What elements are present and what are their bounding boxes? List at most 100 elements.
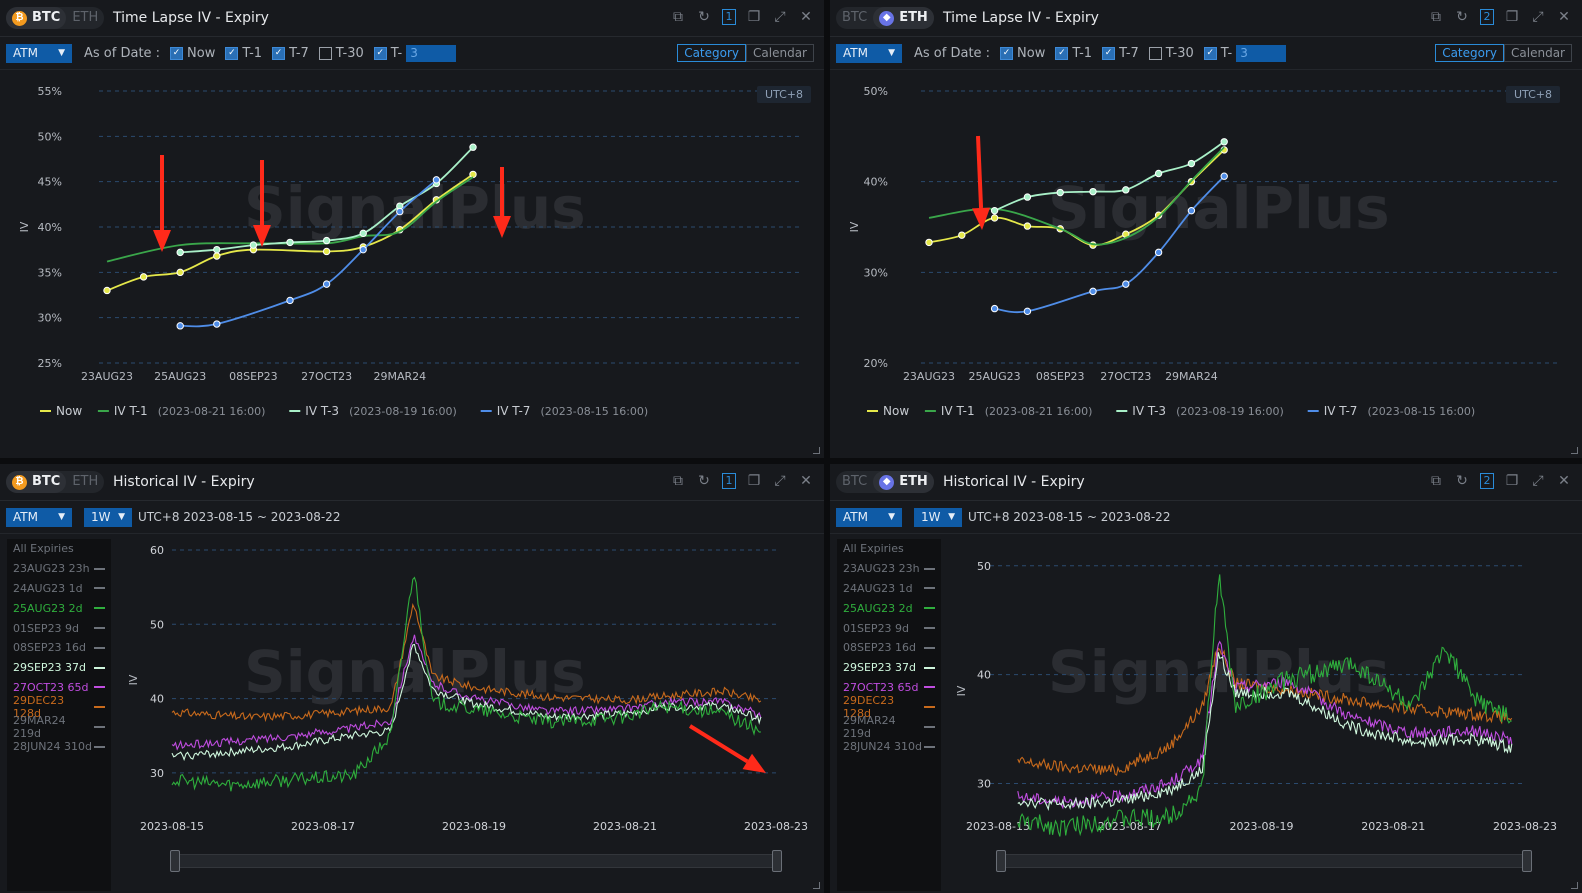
calendar-mode-button[interactable]: Calendar — [1504, 44, 1572, 62]
coin-toggle[interactable]: BTC ◆ ETH — [836, 471, 934, 493]
atm-select[interactable]: ATM ▼ — [6, 507, 72, 527]
expiry-item[interactable]: 08SEP23 16d — [7, 638, 111, 658]
resize-handle[interactable] — [813, 447, 820, 454]
close-icon[interactable]: ✕ — [1558, 9, 1570, 25]
check-t30[interactable]: T-30 — [318, 46, 364, 61]
x-tick-label: 23AUG23 — [903, 370, 955, 383]
expiry-item[interactable]: 25AUG23 2d — [837, 598, 941, 618]
slider-handle-right[interactable] — [772, 850, 782, 872]
check-t-custom[interactable]: ✓ T- 3 — [1203, 44, 1287, 62]
expiry-item[interactable]: 24AUG23 1d — [7, 579, 111, 599]
resize-handle[interactable] — [1571, 447, 1578, 454]
expiry-item[interactable]: 28JUN24 310d — [837, 737, 941, 757]
coin-toggle[interactable]: ₿ BTC ETH — [6, 7, 105, 29]
expiry-item[interactable]: 27OCT23 65d — [7, 678, 111, 698]
expiry-item[interactable]: 24AUG23 1d — [837, 579, 941, 599]
coin-toggle[interactable]: ₿ BTC ETH — [6, 471, 105, 493]
external-link-icon[interactable]: ⧉ — [1431, 473, 1441, 489]
coin-btc-tab[interactable]: ₿ BTC — [6, 471, 67, 493]
expiry-item[interactable]: All Expiries — [837, 539, 941, 559]
slider-handle-left[interactable] — [170, 850, 180, 872]
expiry-item[interactable]: 27OCT23 65d — [837, 678, 941, 698]
custom-t-input[interactable]: 3 — [406, 44, 457, 62]
coin-eth-tab[interactable]: ◆ ETH — [873, 7, 934, 29]
close-icon[interactable]: ✕ — [800, 473, 812, 489]
coin-eth-tab[interactable]: ETH — [72, 474, 99, 489]
slider-handle-left[interactable] — [996, 850, 1006, 872]
expand-icon[interactable]: ⤢ — [1532, 473, 1544, 489]
refresh-icon[interactable]: ↻ — [1456, 9, 1468, 25]
check-t-custom[interactable]: ✓ T- 3 — [373, 44, 457, 62]
coin-eth-tab[interactable]: ◆ ETH — [873, 471, 934, 493]
legend-item-t1: IV T-1 — [114, 404, 148, 418]
check-now[interactable]: ✓ Now — [170, 46, 215, 61]
check-t30[interactable]: T-30 — [1148, 46, 1194, 61]
window-number-badge[interactable]: 1 — [722, 473, 736, 489]
data-point-now — [103, 286, 111, 295]
resize-handle[interactable] — [813, 882, 820, 889]
coin-toggle[interactable]: BTC ◆ ETH — [836, 7, 934, 29]
expand-icon[interactable]: ⤢ — [774, 473, 786, 489]
time-range-slider[interactable] — [170, 850, 782, 872]
category-mode-button[interactable]: Category — [677, 44, 747, 62]
expiry-label: 29SEP23 37d — [13, 661, 87, 675]
external-link-icon[interactable]: ⧉ — [1431, 9, 1441, 25]
y-tick-label: 40 — [977, 669, 991, 682]
expiry-item[interactable]: 28JUN24 310d — [7, 737, 111, 757]
close-icon[interactable]: ✕ — [1558, 473, 1570, 489]
check-t7[interactable]: ✓ T-7 — [272, 46, 309, 61]
expiry-item[interactable]: 25AUG23 2d — [7, 598, 111, 618]
time-range-slider[interactable] — [996, 850, 1532, 872]
data-point-t3 — [286, 238, 294, 247]
expiry-item[interactable]: 29MAR24 219d — [837, 714, 941, 740]
refresh-icon[interactable]: ↻ — [698, 473, 710, 489]
expiry-item[interactable]: 29MAR24 219d — [7, 714, 111, 740]
refresh-icon[interactable]: ↻ — [698, 9, 710, 25]
check-now[interactable]: ✓ Now — [1000, 46, 1045, 61]
copy-icon[interactable]: ❐ — [747, 9, 761, 25]
expiry-item[interactable]: 29DEC23 128d — [7, 694, 111, 720]
check-t1[interactable]: ✓ T-1 — [1055, 46, 1092, 61]
copy-icon[interactable]: ❐ — [1505, 9, 1519, 25]
coin-btc-tab[interactable]: BTC — [842, 474, 868, 489]
window-number-badge[interactable]: 2 — [1480, 9, 1494, 25]
caret-down-icon: ▼ — [888, 512, 895, 522]
panel-header: ₿ BTC ETH Time Lapse IV - Expiry ⧉ ↻ 1 ❐ … — [0, 0, 824, 37]
category-mode-button[interactable]: Category — [1435, 44, 1505, 62]
copy-icon[interactable]: ❐ — [747, 473, 761, 489]
coin-eth-tab[interactable]: ETH — [72, 10, 99, 25]
atm-select[interactable]: ATM ▼ — [836, 507, 902, 527]
expiry-item[interactable]: 23AUG23 23h — [837, 559, 941, 579]
expiry-item[interactable]: 29SEP23 37d — [837, 658, 941, 678]
eth-timelapse-panel: BTC ◆ ETH Time Lapse IV - Expiry ⧉ ↻ 2 ❐ … — [830, 0, 1582, 458]
expiry-item[interactable]: 01SEP23 9d — [7, 618, 111, 638]
y-axis-label: IV — [18, 221, 31, 232]
slider-handle-right[interactable] — [1522, 850, 1532, 872]
expand-icon[interactable]: ⤢ — [1532, 9, 1544, 25]
atm-select[interactable]: ATM ▼ — [836, 43, 902, 63]
coin-btc-tab[interactable]: ₿ BTC — [6, 7, 67, 29]
expiry-item[interactable]: 01SEP23 9d — [837, 618, 941, 638]
refresh-icon[interactable]: ↻ — [1456, 473, 1468, 489]
copy-icon[interactable]: ❐ — [1505, 473, 1519, 489]
expiry-item[interactable]: All Expiries — [7, 539, 111, 559]
external-link-icon[interactable]: ⧉ — [673, 9, 683, 25]
close-icon[interactable]: ✕ — [800, 9, 812, 25]
atm-select[interactable]: ATM ▼ — [6, 43, 72, 63]
window-number-badge[interactable]: 1 — [722, 9, 736, 25]
check-t7[interactable]: ✓ T-7 — [1102, 46, 1139, 61]
calendar-mode-button[interactable]: Calendar — [746, 44, 814, 62]
period-select[interactable]: 1W ▼ — [84, 507, 132, 527]
expiry-item[interactable]: 23AUG23 23h — [7, 559, 111, 579]
expand-icon[interactable]: ⤢ — [774, 9, 786, 25]
period-select[interactable]: 1W ▼ — [914, 507, 962, 527]
expiry-item[interactable]: 08SEP23 16d — [837, 638, 941, 658]
expiry-item[interactable]: 29DEC23 128d — [837, 694, 941, 720]
check-t1[interactable]: ✓ T-1 — [225, 46, 262, 61]
expiry-item[interactable]: 29SEP23 37d — [7, 658, 111, 678]
resize-handle[interactable] — [1571, 882, 1578, 889]
custom-t-input[interactable]: 3 — [1236, 44, 1287, 62]
external-link-icon[interactable]: ⧉ — [673, 473, 683, 489]
window-number-badge[interactable]: 2 — [1480, 473, 1494, 489]
coin-btc-tab[interactable]: BTC — [842, 10, 868, 25]
